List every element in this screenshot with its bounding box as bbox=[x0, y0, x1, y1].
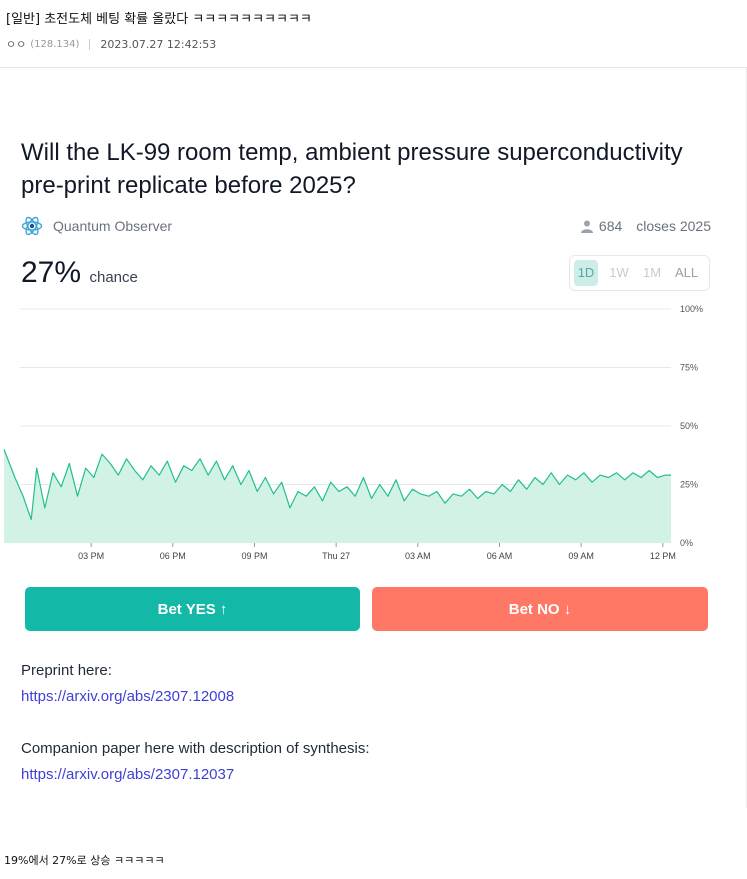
creator-name: Quantum Observer bbox=[53, 218, 173, 234]
x-tick-label: 09 AM bbox=[568, 551, 594, 561]
traders-count: 684 bbox=[598, 218, 623, 234]
bet-no-button[interactable]: Bet NO ↓ bbox=[372, 587, 708, 631]
probability-area bbox=[4, 449, 671, 543]
market-creator[interactable]: Quantum Observer bbox=[21, 215, 172, 237]
time-range-selector: 1D 1W 1M ALL bbox=[569, 255, 710, 291]
y-tick-label: 25% bbox=[680, 480, 698, 490]
x-tick-label: 09 PM bbox=[241, 551, 267, 561]
post-meta: ㅇㅇ (128.134) 2023.07.27 12:42:53 bbox=[6, 36, 216, 52]
y-tick-label: 100% bbox=[680, 304, 703, 314]
close-date: closes 2025 bbox=[636, 218, 711, 234]
market-question[interactable]: Will the LK-99 room temp, ambient pressu… bbox=[21, 139, 683, 199]
post-author[interactable]: ㅇㅇ bbox=[6, 38, 27, 51]
probability-label: chance bbox=[89, 269, 138, 286]
preprint-link[interactable]: https://arxiv.org/abs/2307.12008 bbox=[21, 688, 235, 705]
description-line-1: Preprint here: bbox=[21, 662, 112, 679]
probability-value: 27% bbox=[21, 256, 82, 289]
x-tick-label: 03 PM bbox=[78, 551, 104, 561]
header-divider bbox=[0, 67, 747, 68]
range-1d-button[interactable]: 1D bbox=[574, 260, 599, 286]
companion-paper-link[interactable]: https://arxiv.org/abs/2307.12037 bbox=[21, 766, 235, 783]
probability-display: 27% chance bbox=[21, 256, 138, 290]
x-tick-label: 06 PM bbox=[160, 551, 186, 561]
post-ip: (128.134) bbox=[30, 38, 80, 50]
range-1w-button[interactable]: 1W bbox=[609, 265, 629, 280]
probability-chart[interactable]: 100% 75% 50% 25% 0% 03 PM 06 PM 09 PM Thu 27 03 A… bbox=[0, 300, 720, 570]
atom-icon bbox=[21, 216, 43, 236]
range-1m-button[interactable]: 1M bbox=[643, 265, 662, 280]
y-tick-label: 75% bbox=[680, 363, 698, 373]
meta-divider bbox=[89, 38, 91, 50]
market-stats: 684 closes 2025 bbox=[580, 218, 711, 234]
post-title: [일반] 초전도체 베팅 확률 올랐다 ㅋㅋㅋㅋㅋㅋㅋㅋㅋㅋ bbox=[6, 12, 312, 27]
x-tick-label: Thu 27 bbox=[322, 551, 350, 561]
y-tick-label: 50% bbox=[680, 421, 698, 431]
x-tick-label: 12 PM bbox=[650, 551, 676, 561]
probability-line bbox=[3, 449, 671, 521]
bet-yes-button[interactable]: Bet YES ↑ bbox=[25, 587, 360, 631]
description-line-2: Companion paper here with description of… bbox=[21, 740, 370, 757]
x-tick-label: 03 AM bbox=[405, 551, 431, 561]
x-tick-label: 06 AM bbox=[487, 551, 513, 561]
y-tick-label: 0% bbox=[680, 538, 693, 548]
post-date: 2023.07.27 12:42:53 bbox=[100, 37, 217, 51]
post-body-text: 19%에서 27%로 상승 ㅋㅋㅋㅋㅋ bbox=[4, 854, 165, 867]
user-icon bbox=[580, 220, 593, 233]
range-all-button[interactable]: ALL bbox=[674, 265, 699, 280]
